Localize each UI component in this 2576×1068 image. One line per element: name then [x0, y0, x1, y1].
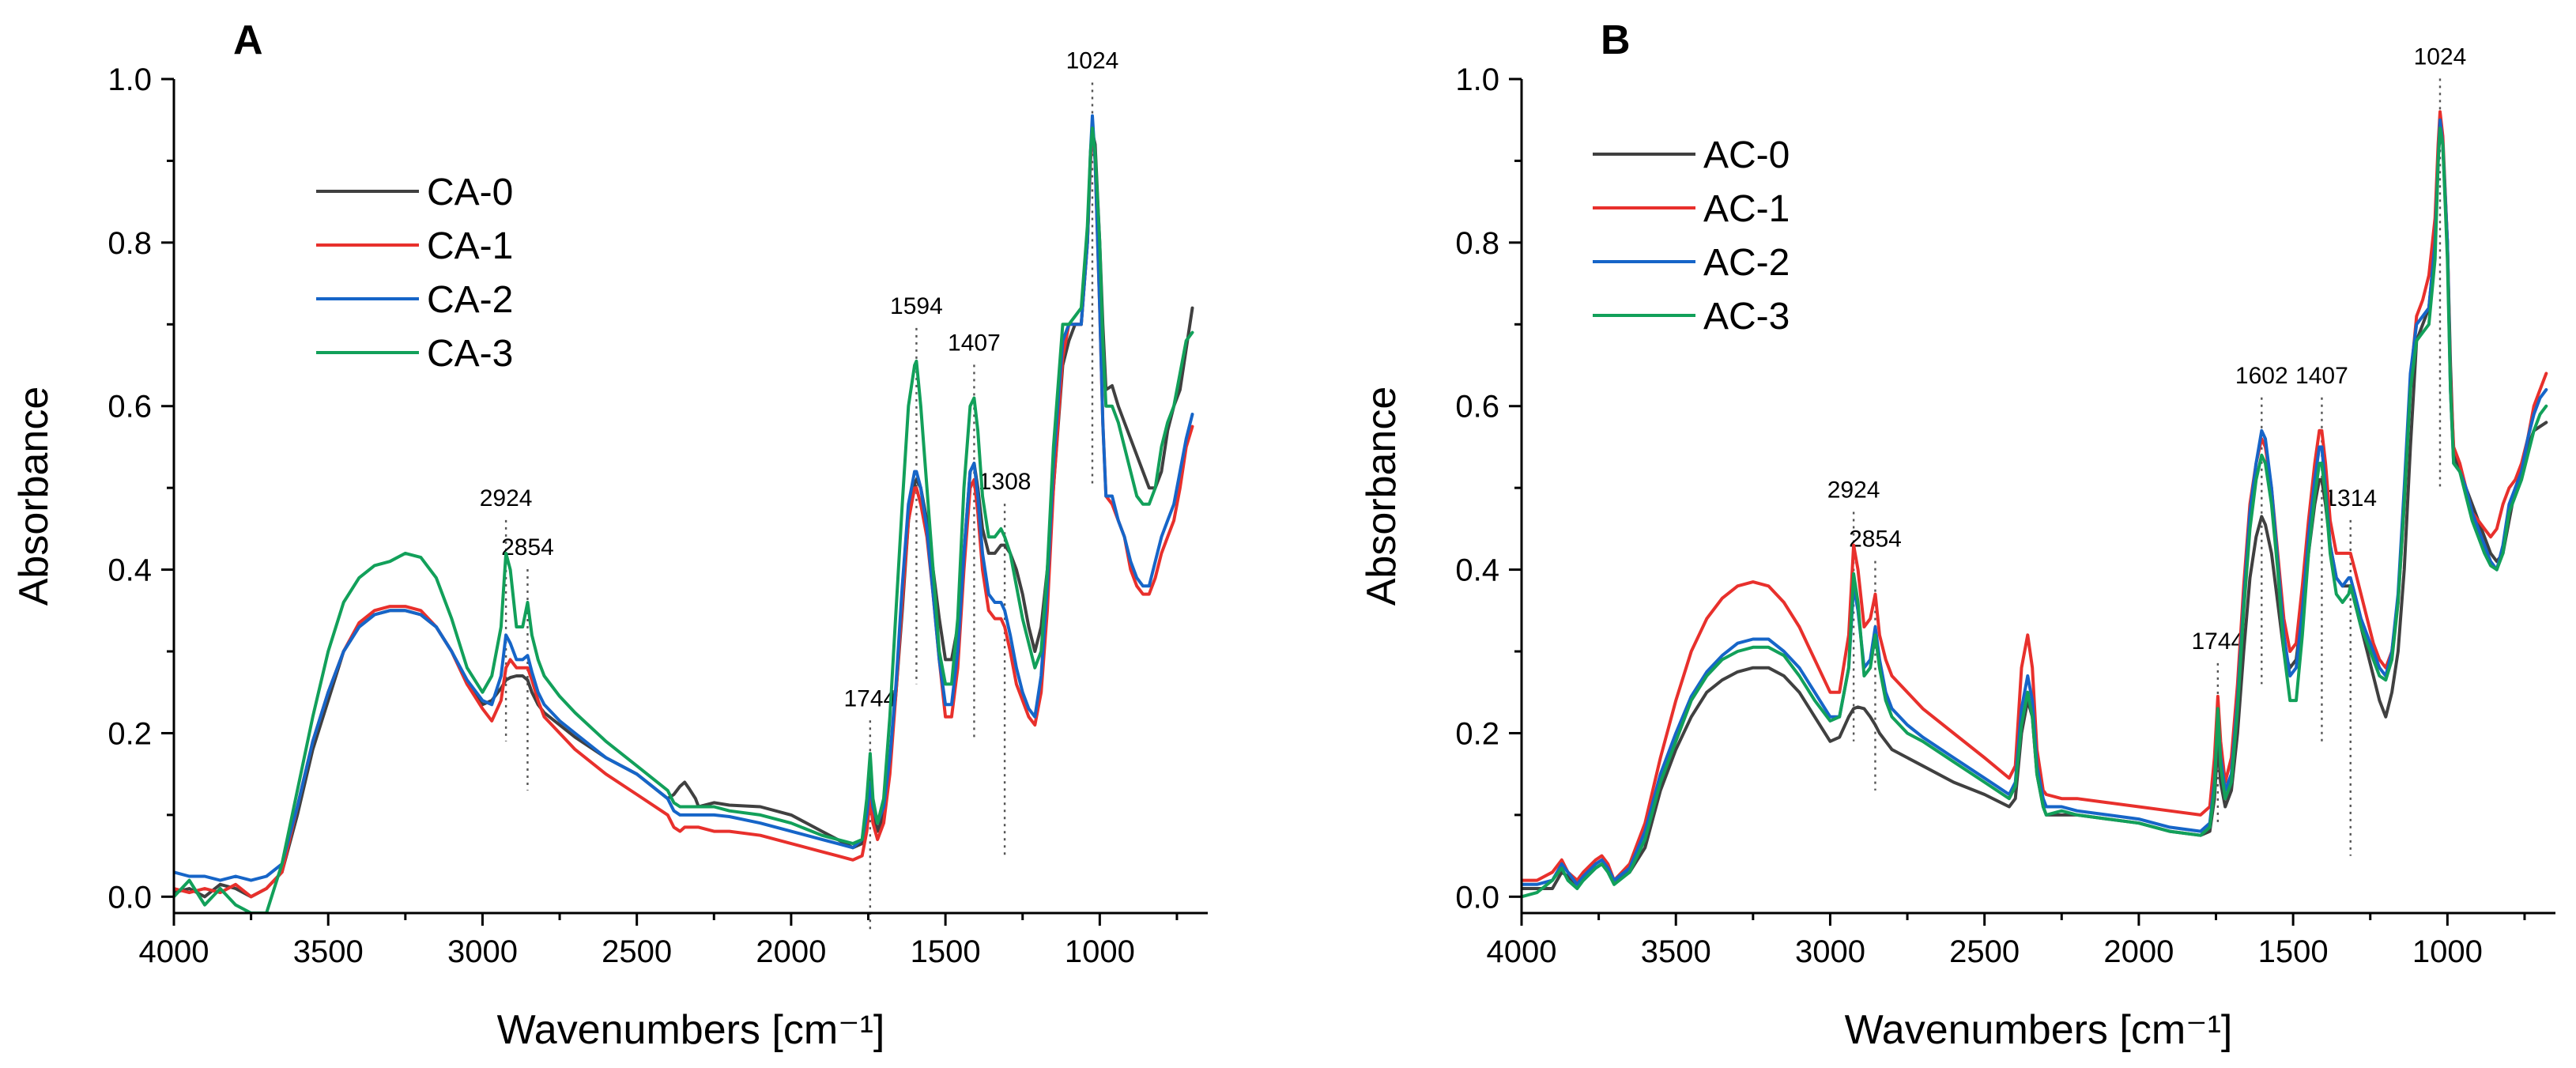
y-tick-label: 0.2 — [1455, 716, 1499, 751]
series-line-ac-2 — [1522, 118, 2548, 886]
x-tick-label: 3500 — [1641, 934, 1711, 969]
peak-label: 1407 — [948, 330, 1001, 356]
x-tick-label: 3000 — [1795, 934, 1865, 969]
peak-label: 1308 — [979, 469, 1032, 495]
x-tick-label: 2000 — [2103, 934, 2174, 969]
peak-label: 1744 — [843, 685, 896, 711]
peak-label: 2924 — [1827, 477, 1880, 504]
panel-label: B — [1601, 17, 1631, 63]
y-tick-label: 0.6 — [1455, 390, 1499, 425]
legend-label: CA-2 — [427, 279, 513, 321]
y-tick-label: 1.0 — [107, 62, 152, 97]
x-tick-label: 1500 — [2258, 934, 2329, 969]
series-line-ca-0 — [174, 130, 1194, 899]
legend-label: AC-3 — [1703, 296, 1790, 338]
x-tick-label: 1500 — [911, 934, 981, 969]
x-tick-label: 1000 — [1065, 934, 1135, 969]
x-tick-label: 4000 — [1487, 934, 1557, 969]
y-tick-label: 0.2 — [107, 716, 152, 751]
legend-label: AC-1 — [1703, 188, 1790, 230]
series-line-ca-2 — [174, 114, 1194, 882]
x-tick-label: 4000 — [139, 934, 209, 969]
y-tick-label: 0.6 — [107, 390, 152, 425]
series-line-ca-3 — [174, 126, 1194, 913]
x-axis-title: Wavenumbers [cm⁻¹] — [497, 1007, 885, 1053]
peak-label: 1744 — [2191, 628, 2244, 655]
panel-label: A — [233, 17, 263, 63]
y-tick-label: 0.4 — [1455, 553, 1499, 588]
legend-label: AC-0 — [1703, 134, 1790, 176]
series-line-ac-0 — [1522, 126, 2548, 890]
y-axis-title: Absorbance — [11, 387, 57, 606]
peak-label: 1024 — [1066, 48, 1119, 74]
series-group — [174, 114, 1194, 913]
y-tick-label: 0.4 — [107, 553, 152, 588]
y-axis-title: Absorbance — [1359, 387, 1405, 606]
peak-label: 1024 — [2414, 43, 2467, 70]
x-tick-label: 2000 — [756, 934, 826, 969]
series-line-ac-3 — [1522, 126, 2548, 899]
x-axis-title: Wavenumbers [cm⁻¹] — [1845, 1007, 2233, 1053]
x-tick-label: 1000 — [2412, 934, 2483, 969]
peak-label: 2924 — [480, 485, 533, 511]
panel-b: 2924 2854 1744 1602 1407 1314 1024 0.0 0.2 0.4 0.6… — [1359, 17, 2555, 1053]
x-tick-label: 2500 — [1949, 934, 2020, 969]
peak-label: 2854 — [1849, 526, 1902, 553]
x-tick-label: 3000 — [447, 934, 518, 969]
x-tick-label: 2500 — [602, 934, 672, 969]
legend-label: CA-1 — [427, 225, 513, 267]
y-tick-label: 0.8 — [107, 226, 152, 261]
legend-label: AC-2 — [1703, 242, 1790, 284]
series-group — [1522, 110, 2548, 899]
series-line-ca-1 — [174, 122, 1194, 899]
peak-label: 1602 — [2235, 363, 2288, 389]
peak-label: 1314 — [2324, 485, 2377, 511]
series-line-ac-1 — [1522, 110, 2548, 882]
peak-annotations: 2924 2854 1744 1602 1407 1314 1024 — [1827, 43, 2467, 856]
y-tick-label: 0.8 — [1455, 226, 1499, 261]
peak-label: 2854 — [501, 534, 554, 560]
y-tick-label: 1.0 — [1455, 62, 1499, 97]
legend-label: CA-3 — [427, 333, 513, 375]
y-tick-label: 0.0 — [1455, 880, 1499, 915]
legend-label: CA-0 — [427, 172, 513, 213]
peak-label: 1594 — [890, 293, 943, 319]
legend: CA-0 CA-1 CA-2 CA-3 — [316, 172, 513, 375]
peak-label: 1407 — [2295, 363, 2348, 389]
legend: AC-0 AC-1 AC-2 AC-3 — [1593, 134, 1790, 338]
y-tick-label: 0.0 — [107, 880, 152, 915]
x-tick-label: 3500 — [293, 934, 364, 969]
